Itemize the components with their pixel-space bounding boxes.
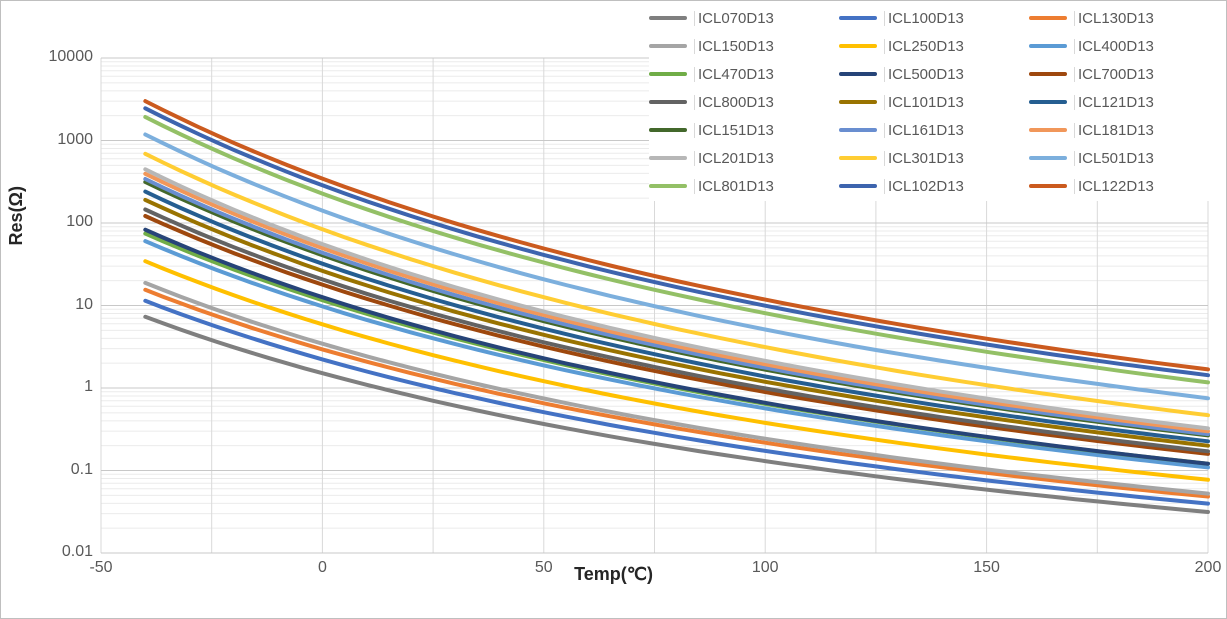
series-line-ICL801D13 bbox=[143, 115, 1210, 385]
legend-swatch bbox=[839, 72, 877, 76]
legend-item-ICL121D13: ICL121D13 bbox=[1029, 91, 1219, 113]
legend-label: ICL500D13 bbox=[884, 66, 964, 82]
x-tick-label: 150 bbox=[973, 559, 1000, 576]
legend-item-ICL301D13: ICL301D13 bbox=[839, 147, 1029, 169]
legend-label: ICL150D13 bbox=[694, 38, 774, 54]
series-line-ICL100D13 bbox=[143, 298, 1210, 506]
legend-item-ICL100D13: ICL100D13 bbox=[839, 7, 1029, 29]
x-axis-title: Temp(℃) bbox=[574, 564, 653, 584]
legend-item-ICL700D13: ICL700D13 bbox=[1029, 63, 1219, 85]
series-line-ICL070D13 bbox=[143, 314, 1210, 514]
legend-item-ICL150D13: ICL150D13 bbox=[649, 35, 839, 57]
legend-item-ICL151D13: ICL151D13 bbox=[649, 119, 839, 141]
legend-item-ICL201D13: ICL201D13 bbox=[649, 147, 839, 169]
legend-label: ICL400D13 bbox=[1074, 38, 1154, 54]
series-line-ICL102D13 bbox=[143, 106, 1210, 378]
legend-item-ICL101D13: ICL101D13 bbox=[839, 91, 1029, 113]
series-line-ICL101D13 bbox=[143, 197, 1210, 448]
legend-item-ICL130D13: ICL130D13 bbox=[1029, 7, 1219, 29]
legend-item-ICL102D13: ICL102D13 bbox=[839, 175, 1029, 197]
y-tick-label: 0.1 bbox=[70, 460, 93, 478]
legend-item-ICL122D13: ICL122D13 bbox=[1029, 175, 1219, 197]
legend-swatch bbox=[839, 16, 877, 20]
series-line-ICL501D13 bbox=[143, 132, 1210, 401]
legend-item-ICL800D13: ICL800D13 bbox=[649, 91, 839, 113]
legend-item-ICL500D13: ICL500D13 bbox=[839, 63, 1029, 85]
legend: ICL070D13 ICL100D13 ICL130D13 ICL150D13 ICL2… bbox=[649, 5, 1219, 201]
legend-label: ICL800D13 bbox=[694, 94, 774, 110]
series-line-ICL250D13 bbox=[143, 259, 1210, 482]
legend-swatch bbox=[1029, 44, 1067, 48]
x-tick-label: 100 bbox=[751, 559, 779, 576]
legend-label: ICL130D13 bbox=[1074, 10, 1154, 26]
legend-swatch bbox=[649, 156, 687, 160]
series-line-ICL121D13 bbox=[143, 189, 1210, 444]
legend-label: ICL100D13 bbox=[884, 10, 964, 26]
series-line-ICL700D13 bbox=[143, 214, 1210, 456]
legend-swatch bbox=[649, 184, 687, 188]
legend-swatch bbox=[1029, 72, 1067, 76]
legend-item-ICL400D13: ICL400D13 bbox=[1029, 35, 1219, 57]
legend-swatch bbox=[1029, 100, 1067, 104]
series-line-ICL201D13 bbox=[143, 167, 1210, 431]
series-line-ICL150D13 bbox=[143, 280, 1210, 496]
legend-label: ICL250D13 bbox=[884, 38, 964, 54]
legend-label: ICL161D13 bbox=[884, 122, 964, 138]
series-line-ICL151D13 bbox=[143, 180, 1210, 438]
legend-label: ICL122D13 bbox=[1074, 178, 1154, 194]
legend-swatch bbox=[1029, 16, 1067, 20]
legend-item-ICL801D13: ICL801D13 bbox=[649, 175, 839, 197]
legend-label: ICL501D13 bbox=[1074, 150, 1154, 166]
series-line-ICL130D13 bbox=[143, 287, 1210, 499]
legend-swatch bbox=[1029, 184, 1067, 188]
series-line-ICL500D13 bbox=[143, 227, 1210, 466]
legend-item-ICL070D13: ICL070D13 bbox=[649, 7, 839, 29]
x-tick-label: 200 bbox=[1194, 559, 1222, 576]
legend-swatch bbox=[839, 100, 877, 104]
legend-swatch bbox=[839, 44, 877, 48]
x-tick-label: -50 bbox=[89, 559, 113, 576]
legend-swatch bbox=[649, 16, 687, 20]
y-tick-label: 10 bbox=[75, 295, 93, 313]
x-tick-label: 0 bbox=[317, 559, 327, 576]
legend-swatch bbox=[839, 128, 877, 132]
legend-label: ICL201D13 bbox=[694, 150, 774, 166]
legend-label: ICL700D13 bbox=[1074, 66, 1154, 82]
legend-label: ICL102D13 bbox=[884, 178, 964, 194]
legend-swatch bbox=[649, 128, 687, 132]
legend-item-ICL470D13: ICL470D13 bbox=[649, 63, 839, 85]
y-tick-label: 1000 bbox=[57, 130, 93, 148]
legend-item-ICL501D13: ICL501D13 bbox=[1029, 147, 1219, 169]
legend-label: ICL101D13 bbox=[884, 94, 964, 110]
series-line-ICL122D13 bbox=[143, 99, 1210, 372]
legend-label: ICL470D13 bbox=[694, 66, 774, 82]
y-tick-label: 1 bbox=[84, 378, 93, 395]
legend-item-ICL181D13: ICL181D13 bbox=[1029, 119, 1219, 141]
legend-label: ICL301D13 bbox=[884, 150, 964, 166]
legend-label: ICL070D13 bbox=[694, 10, 774, 26]
legend-swatch bbox=[839, 156, 877, 160]
legend-swatch bbox=[1029, 128, 1067, 132]
series-line-ICL400D13 bbox=[143, 239, 1210, 470]
legend-item-ICL161D13: ICL161D13 bbox=[839, 119, 1029, 141]
legend-swatch bbox=[839, 184, 877, 188]
legend-swatch bbox=[1029, 156, 1067, 160]
series-line-ICL301D13 bbox=[143, 151, 1210, 418]
legend-swatch bbox=[649, 100, 687, 104]
series-line-ICL161D13 bbox=[143, 177, 1210, 437]
legend-label: ICL121D13 bbox=[1074, 94, 1154, 110]
series-line-ICL181D13 bbox=[143, 171, 1210, 434]
legend-swatch bbox=[649, 44, 687, 48]
series-line-ICL800D13 bbox=[143, 207, 1210, 454]
y-tick-label: 100 bbox=[66, 213, 93, 230]
y-tick-label: 10000 bbox=[48, 48, 94, 65]
legend-label: ICL801D13 bbox=[694, 178, 774, 194]
legend-swatch bbox=[649, 72, 687, 76]
x-tick-label: 50 bbox=[534, 559, 553, 576]
legend-item-ICL250D13: ICL250D13 bbox=[839, 35, 1029, 57]
legend-label: ICL181D13 bbox=[1074, 122, 1154, 138]
legend-label: ICL151D13 bbox=[694, 122, 774, 138]
y-tick-label: 0.01 bbox=[61, 543, 93, 560]
